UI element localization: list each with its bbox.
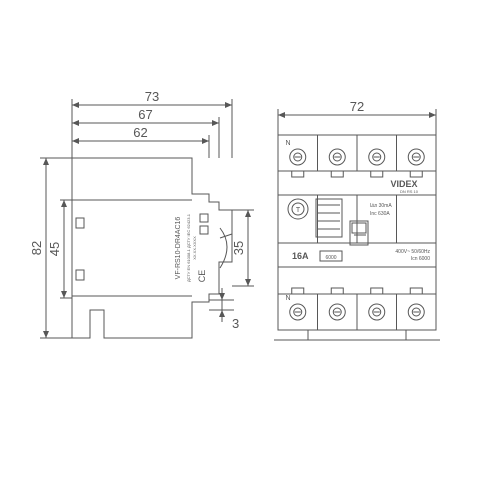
svg-text:45: 45 [47, 242, 62, 256]
svg-text:N: N [285, 140, 290, 147]
svg-text:XX.XX.XXXX: XX.XX.XXXX [192, 236, 197, 260]
svg-text:I∆n 30mA: I∆n 30mA [370, 203, 392, 209]
svg-text:DN RS 10: DN RS 10 [400, 189, 419, 194]
svg-text:67: 67 [138, 107, 152, 122]
svg-text:VF-RS10-DR4AC16: VF-RS10-DR4AC16 [175, 217, 182, 280]
svg-text:72: 72 [350, 99, 364, 114]
dimension-drawing: 73 67 62 72 8245 35 3 VF-RS10-DR4AC16 ДСТУ EN 61… [0, 0, 500, 500]
svg-text:Icn 6000: Icn 6000 [411, 256, 430, 262]
svg-text:CE: CE [197, 270, 207, 283]
svg-text:35: 35 [231, 241, 246, 255]
svg-text:62: 62 [133, 125, 147, 140]
svg-text:3: 3 [232, 316, 239, 331]
svg-text:Inc 630A: Inc 630A [370, 211, 390, 217]
svg-text:T: T [296, 207, 301, 214]
svg-text:N: N [285, 295, 290, 302]
svg-text:82: 82 [29, 241, 44, 255]
svg-text:VIDEX: VIDEX [390, 179, 417, 189]
side-view: VF-RS10-DR4AC16 ДСТУ EN 61008-1 ДСТУ IEC … [72, 158, 232, 338]
svg-text:6000: 6000 [325, 255, 336, 261]
svg-text:400V~ 50/60Hz: 400V~ 50/60Hz [395, 249, 430, 255]
svg-text:ДСТУ EN 61008-1 ДСТУ IEC 624: ДСТУ EN 61008-1 ДСТУ IEC 62423-1 [186, 213, 191, 282]
svg-text:73: 73 [145, 89, 159, 104]
svg-text:16A: 16A [292, 251, 309, 261]
front-view: N N VIDEXDN RS 10 T I∆n 30mA Inc 630A 16A 400V~… [274, 135, 440, 340]
